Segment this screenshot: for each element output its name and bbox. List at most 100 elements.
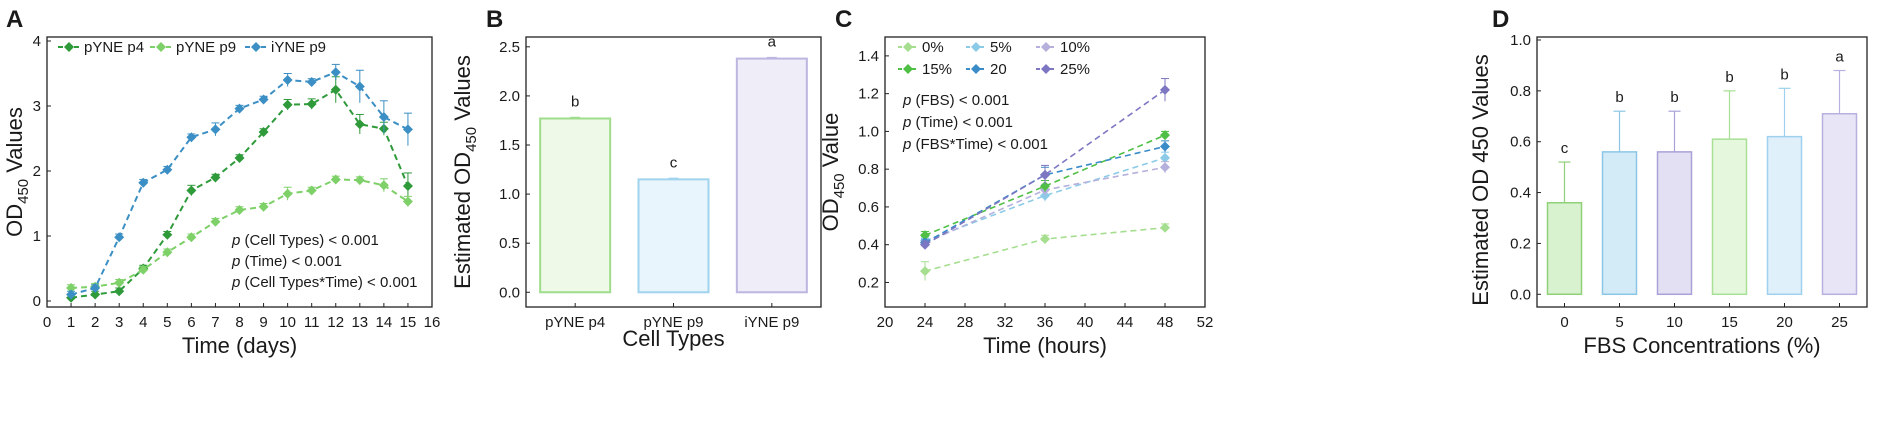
- y-tick-label: 0.2: [1510, 235, 1531, 252]
- y-tick-label: 3: [33, 98, 41, 115]
- y-axis-title: Estimated OD 450 Values: [1468, 54, 1493, 306]
- legend-marker: [1041, 42, 1051, 52]
- y-tick-label: 2.5: [499, 39, 520, 56]
- bar: [1656, 151, 1693, 296]
- x-tick-label: pYNE p4: [545, 314, 605, 331]
- x-tick-label: 5: [163, 314, 171, 331]
- data-point: [1040, 234, 1050, 245]
- data-point: [1160, 84, 1170, 95]
- data-point: [1040, 181, 1050, 192]
- x-tick-label: 12: [327, 314, 344, 331]
- bar: [1766, 135, 1803, 296]
- bar-group: c: [1546, 140, 1583, 296]
- y-tick-label: 1.0: [499, 186, 520, 203]
- x-tick-label: 0: [1560, 314, 1568, 331]
- legend-item: pYNE p9: [150, 39, 236, 56]
- x-tick-label: 52: [1197, 314, 1214, 331]
- legend-label: 25%: [1060, 61, 1090, 78]
- data-point: [90, 289, 101, 300]
- legend-item: 5%: [966, 39, 1012, 56]
- panel-letter: A: [6, 6, 23, 33]
- y-tick-label: 2.0: [499, 88, 520, 105]
- y-tick-label: 0.8: [1510, 83, 1531, 100]
- data-point: [1160, 162, 1170, 173]
- bar-group: a: [735, 34, 808, 294]
- legend-label: 0%: [922, 39, 944, 56]
- x-tick-label: 0: [43, 314, 51, 331]
- legend-item: 25%: [1036, 61, 1090, 78]
- data-point: [258, 127, 269, 137]
- bar: [539, 117, 612, 294]
- data-point: [920, 239, 930, 250]
- legend-label: 10%: [1060, 39, 1090, 56]
- stat-annotation: p (Cell Types*Time) < 0.001: [231, 274, 418, 291]
- bar: [1821, 112, 1858, 296]
- y-tick-label: 0.6: [1510, 134, 1531, 151]
- y-tick-label: 1: [33, 228, 41, 245]
- x-tick-label: 28: [957, 314, 974, 331]
- x-tick-label: 20: [877, 314, 894, 331]
- plot-frame: [1536, 36, 1868, 308]
- data-point: [330, 174, 341, 185]
- significance-letter: b: [571, 93, 579, 110]
- data-point: [210, 172, 221, 183]
- data-point: [234, 153, 245, 163]
- x-axis-title: Time (hours): [983, 333, 1107, 358]
- significance-letter: c: [1561, 140, 1569, 157]
- x-tick-label: 8: [235, 314, 243, 331]
- series-line: [924, 134, 1166, 236]
- data-point: [402, 124, 413, 135]
- y-tick-label: 0.2: [858, 274, 879, 291]
- series-5: [920, 78, 1170, 250]
- significance-letter: c: [670, 154, 678, 171]
- data-point: [306, 99, 317, 110]
- series-0: [920, 222, 1170, 281]
- y-tick-label: 0.8: [858, 161, 879, 178]
- data-point: [402, 196, 413, 207]
- x-tick-label: 24: [917, 314, 934, 331]
- significance-letter: b: [1670, 89, 1678, 106]
- bar: [735, 57, 808, 294]
- panel-b: B 0.0 0.5 1.0 1.5 2.0 2.5 b pYNE p4 c pYNE p9 a iYNE…: [450, 6, 822, 351]
- bar: [1601, 151, 1638, 296]
- legend-label: pYNE p9: [176, 39, 236, 56]
- x-tick-label: 40: [1077, 314, 1094, 331]
- legend-marker: [971, 42, 981, 52]
- y-axis-title: OD450 Values: [2, 107, 32, 237]
- x-tick-label: 4: [139, 314, 147, 331]
- legend-item: 10%: [1036, 39, 1090, 56]
- stat-annotation: p (Time) < 0.001: [902, 114, 1013, 131]
- legend-marker: [64, 42, 74, 52]
- bar: [1546, 201, 1583, 296]
- series-1: [66, 174, 413, 293]
- stat-annotation: p (Cell Types) < 0.001: [231, 232, 379, 249]
- x-tick-label: 10: [279, 314, 296, 331]
- data-point: [162, 247, 173, 258]
- panel-letter: D: [1492, 6, 1509, 33]
- y-tick-label: 0.5: [499, 235, 520, 252]
- data-point: [258, 94, 269, 105]
- series-2: [66, 63, 413, 300]
- data-point: [162, 164, 173, 175]
- y-tick-label: 1.0: [858, 123, 879, 140]
- data-point: [66, 289, 77, 300]
- y-tick-label: 0.4: [1510, 185, 1531, 202]
- data-point: [210, 124, 221, 135]
- data-point: [282, 75, 293, 85]
- bar-group: b: [1766, 66, 1803, 296]
- x-tick-label: 5: [1615, 314, 1623, 331]
- legend-marker: [903, 64, 913, 74]
- data-point: [330, 67, 341, 78]
- data-point: [114, 277, 125, 288]
- panel-letter: C: [835, 6, 852, 33]
- significance-letter: b: [1615, 89, 1623, 106]
- data-point: [282, 188, 293, 199]
- x-tick-label: 15: [400, 314, 417, 331]
- bar-group: b: [1656, 89, 1693, 296]
- x-axis-title: Time (days): [182, 333, 297, 358]
- legend-marker: [156, 42, 166, 52]
- bar-group: b: [1601, 89, 1638, 296]
- y-tick-label: 1.2: [858, 86, 879, 103]
- significance-letter: b: [1780, 66, 1788, 83]
- x-tick-label: 7: [211, 314, 219, 331]
